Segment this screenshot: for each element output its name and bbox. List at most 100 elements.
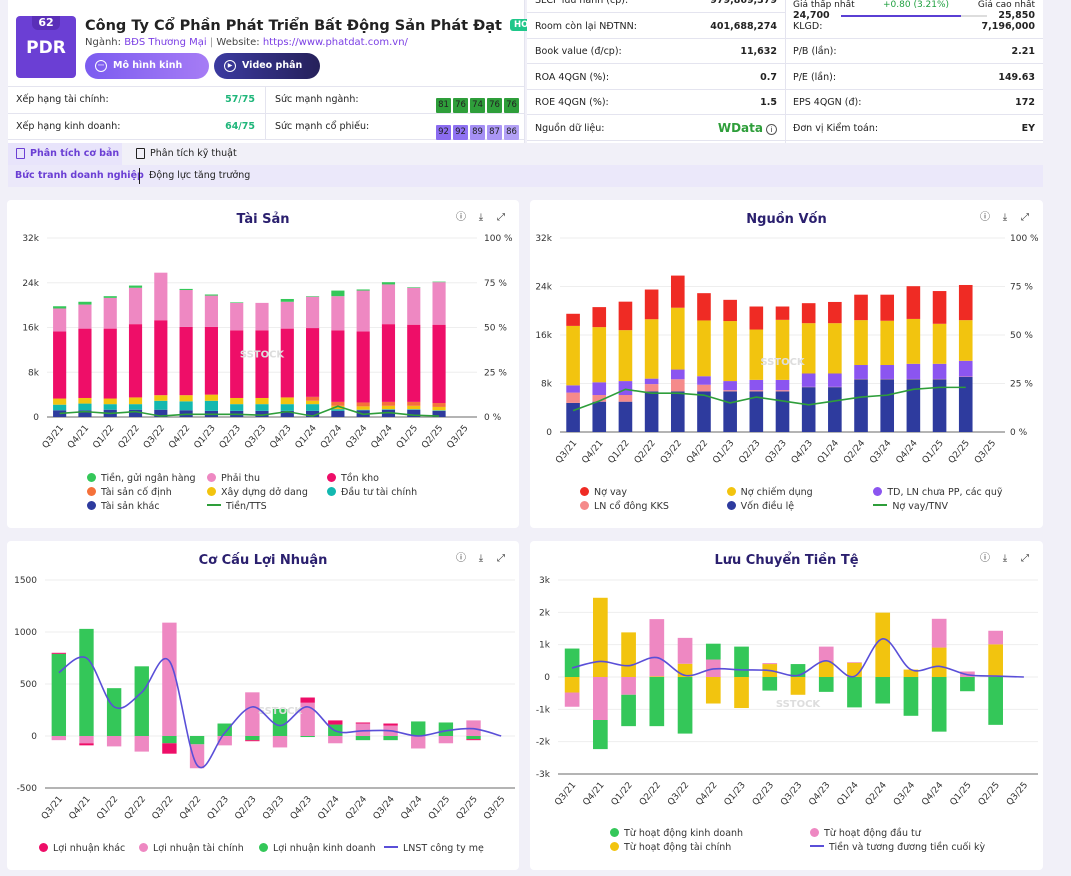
bar-segment <box>128 287 143 325</box>
series-line <box>572 386 966 412</box>
bar-segment <box>875 612 891 677</box>
x-tick-label: Q3/23 <box>261 795 286 822</box>
bar-segment <box>411 736 426 749</box>
bar-segment <box>828 301 842 324</box>
bar-segment <box>331 409 345 411</box>
x-tick-label: Q1/24 <box>294 423 319 451</box>
bar-segment <box>931 677 947 732</box>
y2-tick-label: 25 % <box>484 368 507 378</box>
legend-item[interactable]: Nợ chiếm dụng <box>726 487 874 498</box>
legend-item[interactable]: Tiền/TTS <box>207 501 327 512</box>
bar-segment <box>106 736 122 747</box>
bar-segment <box>245 736 260 741</box>
help-icon[interactable]: ⓘ <box>456 212 466 223</box>
legend-item[interactable]: LN cổ đông KKS <box>580 501 727 512</box>
industry-link[interactable]: BĐS Thương Mại <box>124 37 207 48</box>
subnav-growth-drivers[interactable]: Động lực tăng trưởng <box>149 170 251 181</box>
legend-item[interactable]: Xây dựng dở dang <box>207 487 327 498</box>
bar-segment <box>775 306 790 320</box>
x-tick-label: Q2/22 <box>638 781 663 808</box>
subnav-business-overview[interactable]: Bức tranh doanh nghiệp <box>15 170 144 181</box>
bar-segment <box>958 376 973 432</box>
bar-segment <box>932 323 947 364</box>
bar-segment <box>407 405 421 410</box>
video-label: Video phân tích <box>242 60 303 97</box>
download-icon[interactable]: ⤓ <box>1002 553 1008 564</box>
tab-technical[interactable]: Phân tích kỹ thuật <box>128 143 258 165</box>
download-icon[interactable]: ⤓ <box>1002 212 1008 223</box>
business-model-button[interactable]: ⋯ Mô hình kinh doanh <box>85 53 209 97</box>
bar-segment <box>103 404 117 410</box>
stock-strength-scores: 92 92 89 87 86 <box>434 119 519 145</box>
bar-segment <box>179 395 193 402</box>
legend-item[interactable]: Lợi nhuận khác <box>39 843 139 854</box>
bar-segment <box>906 318 921 364</box>
legend-line-icon <box>207 504 221 506</box>
bar-segment <box>880 294 895 321</box>
legend-item[interactable]: Phải thu <box>207 473 327 484</box>
x-tick-label: Q4/23 <box>790 439 815 466</box>
help-icon[interactable]: ⓘ <box>456 553 466 564</box>
website-link[interactable]: https://www.phatdat.com.vn/ <box>262 37 408 48</box>
bar-segment <box>128 324 143 398</box>
bar-segment <box>801 373 816 387</box>
legend-item[interactable]: Từ hoạt động tài chính <box>610 842 810 853</box>
legend-item[interactable]: Vốn điều lệ <box>726 501 874 512</box>
bar-segment <box>78 410 92 417</box>
legend-dot-icon <box>87 487 96 496</box>
bar-segment <box>618 330 633 382</box>
bar-segment <box>705 643 721 660</box>
x-tick-label: Q1/25 <box>427 795 452 822</box>
legend-item[interactable]: Nợ vay <box>580 487 727 498</box>
bar-segment <box>670 379 685 392</box>
legend-item[interactable]: Lợi nhuận tài chính <box>139 843 259 854</box>
bar-segment <box>618 401 633 432</box>
tab-fundamental[interactable]: Phân tích cơ bản <box>8 143 122 165</box>
legend-item[interactable]: Nợ vay/TNV <box>873 501 1020 512</box>
expand-icon[interactable]: ⤢ <box>1021 212 1029 223</box>
expand-icon[interactable]: ⤢ <box>497 212 505 223</box>
legend-item[interactable]: Từ hoạt động kinh doanh <box>610 828 810 839</box>
bar-segment <box>331 410 345 417</box>
stat-label: ROA 4QGN (%): <box>535 71 610 83</box>
bar-segment <box>331 290 345 297</box>
download-icon[interactable]: ⤓ <box>478 553 484 564</box>
legend-item[interactable]: Đầu tư tài chính <box>327 487 447 498</box>
legend-item[interactable]: TD, LN chưa PP, các quỹ <box>873 487 1020 498</box>
watermark: SSTOCK <box>760 357 806 368</box>
legend-item[interactable]: Tồn kho <box>327 473 447 484</box>
legend-item[interactable]: Từ hoạt động đầu tư <box>810 828 1010 839</box>
info-icon[interactable]: i <box>766 123 777 135</box>
play-icon: ▶ <box>224 60 236 72</box>
legend-item[interactable]: Lợi nhuận kinh doanh <box>259 843 384 854</box>
bar-segment <box>103 328 117 399</box>
chart-title: Nguồn Vốn <box>746 212 827 227</box>
legend-item[interactable]: Tiền và tương đương tiền cuối kỳ <box>810 842 1010 853</box>
biz-rank-label: Xếp hạng kinh doanh: <box>16 121 121 132</box>
x-tick-label: Q2/25 <box>947 439 972 466</box>
stock-strength-label: Sức mạnh cổ phiếu: <box>275 121 370 132</box>
bar-segment <box>53 306 67 309</box>
bar-segment <box>762 663 778 665</box>
legend-item[interactable]: Tài sản cố định <box>87 487 207 498</box>
expand-icon[interactable]: ⤢ <box>497 553 505 564</box>
bar-segment <box>162 622 177 736</box>
bar-segment <box>407 401 421 406</box>
bar-segment <box>179 288 193 291</box>
expand-icon[interactable]: ⤢ <box>1021 553 1029 564</box>
legend-item[interactable]: LNST công ty mẹ <box>384 843 509 854</box>
legend-item[interactable]: Tiền, gửi ngân hàng <box>87 473 207 484</box>
help-icon[interactable]: ⓘ <box>980 553 990 564</box>
legend-dot-icon <box>726 501 736 510</box>
bar-segment <box>407 287 421 325</box>
download-icon[interactable]: ⤓ <box>478 212 484 223</box>
y2-tick-label: 0 % <box>1010 428 1028 438</box>
x-tick-label: Q2/22 <box>123 795 148 822</box>
bar-segment <box>204 400 218 411</box>
video-analysis-button[interactable]: ▶ Video phân tích <box>214 53 320 97</box>
stat-row: ROA 4QGN (%): 0.7 <box>527 65 785 90</box>
legend-item[interactable]: Tài sản khác <box>87 501 207 512</box>
help-icon[interactable]: ⓘ <box>980 212 990 223</box>
bar-segment <box>592 307 607 328</box>
